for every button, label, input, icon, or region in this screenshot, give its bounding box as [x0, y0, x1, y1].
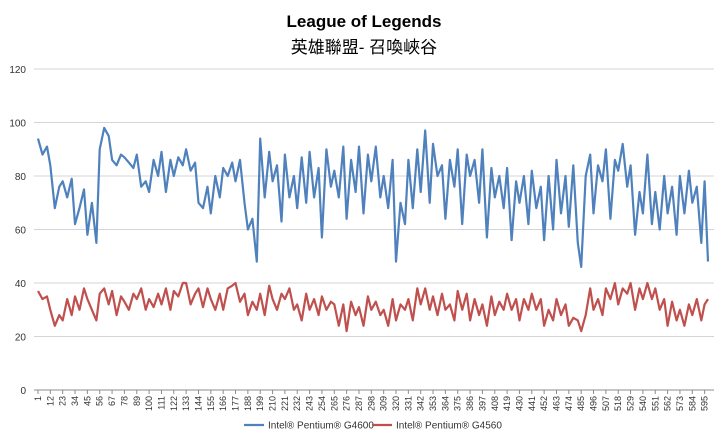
x-tick-label: 430 — [514, 396, 524, 411]
y-tick-label: 80 — [15, 172, 27, 183]
x-tick-label: 320 — [391, 396, 401, 411]
x-tick-label: 276 — [342, 396, 352, 411]
y-tick-label: 120 — [9, 65, 26, 76]
x-tick-label: 166 — [218, 396, 228, 411]
series-line-2 — [37, 281, 709, 333]
legend-label-2: Intel® Pentium® G4560 — [396, 421, 502, 432]
series-line-1 — [36, 126, 710, 268]
x-tick-label: 485 — [576, 396, 586, 411]
x-tick-label: 441 — [527, 396, 537, 411]
x-tick-label: 397 — [477, 396, 487, 411]
x-tick-label: 529 — [626, 396, 636, 411]
x-tick-label: 474 — [564, 396, 574, 411]
legend-label-1: Intel® Pentium® G4600 — [268, 421, 374, 432]
x-tick-label: 122 — [169, 396, 179, 411]
x-tick-label: 463 — [551, 396, 561, 411]
x-tick-label: 111 — [156, 396, 166, 410]
x-tick-label: 364 — [440, 396, 450, 411]
x-tick-label: 518 — [613, 396, 623, 411]
x-tick-label: 595 — [700, 396, 710, 411]
x-tick-label: 452 — [539, 396, 549, 411]
x-tick-label: 507 — [601, 396, 611, 411]
x-tick-label: 419 — [502, 396, 512, 411]
x-tick-label: 496 — [589, 396, 599, 411]
x-tick-label: 155 — [206, 396, 216, 411]
x-tick-label: 210 — [268, 396, 278, 411]
chart-subtitle: 英雄聯盟- 召喚峽谷 — [290, 38, 438, 57]
y-tick-label: 40 — [15, 279, 27, 290]
x-tick-label: 298 — [366, 396, 376, 411]
x-tick-label: 45 — [82, 396, 92, 406]
x-tick-label: 78 — [119, 396, 129, 406]
x-tick-label: 23 — [58, 396, 68, 406]
x-tick-label: 331 — [403, 396, 413, 411]
x-tick-label: 287 — [354, 396, 364, 411]
y-tick-label: 20 — [15, 333, 27, 344]
x-tick-label: 408 — [490, 396, 500, 411]
x-tick-label: 56 — [95, 396, 105, 406]
x-tick-label: 551 — [650, 396, 660, 411]
x-tick-label: 573 — [675, 396, 685, 411]
x-tick-label: 309 — [379, 396, 389, 411]
x-tick-label: 342 — [416, 396, 426, 411]
x-tick-label: 1 — [33, 396, 43, 401]
x-tick-label: 133 — [181, 396, 191, 411]
x-tick-label: 177 — [231, 396, 241, 411]
x-tick-label: 265 — [329, 396, 339, 411]
x-tick-label: 353 — [428, 396, 438, 411]
x-tick-label: 584 — [687, 396, 697, 411]
x-tick-label: 254 — [317, 396, 327, 411]
y-tick-label: 60 — [15, 226, 27, 237]
x-tick-label: 375 — [453, 396, 463, 411]
y-tick-label: 0 — [20, 386, 26, 397]
x-tick-label: 562 — [663, 396, 673, 411]
x-tick-label: 67 — [107, 396, 117, 406]
chart-title: League of Legends — [286, 12, 442, 31]
x-tick-label: 540 — [638, 396, 648, 411]
x-tick-label: 12 — [45, 396, 55, 406]
x-tick-label: 34 — [70, 396, 80, 406]
y-tick-label: 100 — [9, 119, 26, 130]
x-tick-label: 199 — [255, 396, 265, 411]
x-tick-label: 144 — [193, 396, 203, 411]
x-tick-label: 89 — [132, 396, 142, 406]
x-tick-label: 232 — [292, 396, 302, 411]
x-tick-label: 386 — [465, 396, 475, 411]
x-tick-label: 188 — [243, 396, 253, 411]
x-tick-label: 243 — [305, 396, 315, 411]
x-tick-label: 100 — [144, 396, 154, 411]
x-tick-label: 221 — [280, 396, 290, 411]
